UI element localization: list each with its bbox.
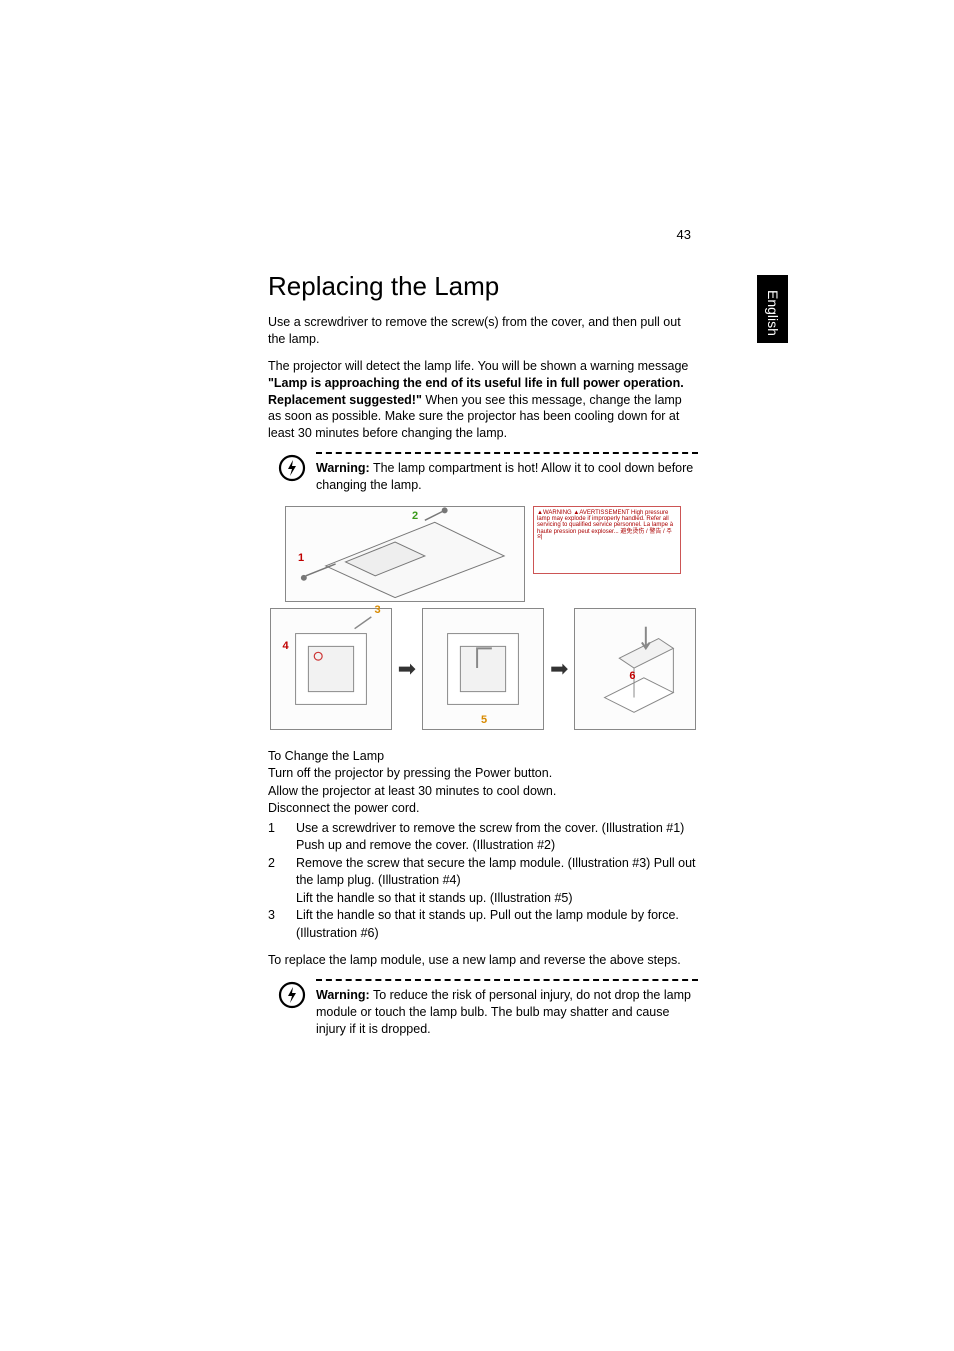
- change-pre-1: Turn off the projector by pressing the P…: [268, 765, 698, 783]
- change-pre-3: Disconnect the power cord.: [268, 800, 698, 818]
- warning1-body: Warning: The lamp compartment is hot! Al…: [316, 452, 698, 494]
- info-lightning-icon: [278, 454, 306, 482]
- list-item: 3 Lift the handle so that it stands up. …: [268, 907, 698, 942]
- arrow-right-icon: ➡: [548, 656, 570, 682]
- note-icon: [268, 452, 316, 482]
- warning2-body: Warning: To reduce the risk of personal …: [316, 979, 698, 1038]
- change-lamp-block: To Change the Lamp Turn off the projecto…: [268, 748, 698, 943]
- step-text: Remove the screw that secure the lamp mo…: [296, 855, 698, 908]
- warning1-text: The lamp compartment is hot! Allow it to…: [316, 461, 693, 492]
- page-content: Replacing the Lamp Use a screwdriver to …: [268, 271, 698, 1046]
- warning-label-panel: ▲WARNING ▲AVERTISSEMENT High pressure la…: [533, 506, 681, 574]
- illus-label-3: 3: [371, 603, 385, 617]
- lamp-module-b-svg: [423, 608, 543, 730]
- info-lightning-icon: [278, 981, 306, 1009]
- step-text: Lift the handle so that it stands up. Pu…: [296, 907, 698, 942]
- detect-pre: The projector will detect the lamp life.…: [268, 359, 688, 373]
- warning-block-1: Warning: The lamp compartment is hot! Al…: [268, 452, 698, 494]
- arrow-right-icon: ➡: [396, 656, 418, 682]
- lamp-module-a-svg: [271, 608, 391, 730]
- illus-label-1: 1: [294, 551, 308, 565]
- warning-block-2: Warning: To reduce the risk of personal …: [268, 979, 698, 1038]
- projector-svg: [286, 506, 524, 602]
- illus-label-2: 2: [408, 509, 422, 523]
- intro-paragraph: Use a screwdriver to remove the screw(s)…: [268, 314, 698, 348]
- illus-label-6: 6: [625, 669, 639, 683]
- illustration-step-c: 6: [574, 608, 696, 730]
- warning2-text: To reduce the risk of personal injury, d…: [316, 988, 691, 1036]
- steps-list: 1 Use a screwdriver to remove the screw …: [268, 820, 698, 943]
- step-number: 2: [268, 855, 296, 908]
- step-text: Use a screwdriver to remove the screw fr…: [296, 820, 698, 855]
- replace-paragraph: To replace the lamp module, use a new la…: [268, 952, 698, 969]
- step-number: 1: [268, 820, 296, 855]
- illustration-step-a: 3 4: [270, 608, 392, 730]
- illustration-projector-top: 1 2: [285, 506, 525, 602]
- divider-dashed: [316, 979, 698, 981]
- page-title: Replacing the Lamp: [268, 271, 698, 302]
- step-number: 3: [268, 907, 296, 942]
- illustration-block: 1 2 ▲WARNING ▲AVERTISSEMENT High pressur…: [268, 506, 698, 730]
- detect-paragraph: The projector will detect the lamp life.…: [268, 358, 698, 442]
- illus-label-4: 4: [279, 639, 293, 653]
- warning2-label: Warning:: [316, 988, 370, 1002]
- illus-label-5: 5: [477, 713, 491, 727]
- language-tab: English: [757, 275, 788, 343]
- change-pre-2: Allow the projector at least 30 minutes …: [268, 783, 698, 801]
- illustration-step-b: 5: [422, 608, 544, 730]
- divider-dashed: [316, 452, 698, 454]
- list-item: 1 Use a screwdriver to remove the screw …: [268, 820, 698, 855]
- note-icon: [268, 979, 316, 1009]
- warning1-label: Warning:: [316, 461, 370, 475]
- change-lamp-title: To Change the Lamp: [268, 748, 698, 766]
- list-item: 2 Remove the screw that secure the lamp …: [268, 855, 698, 908]
- page-number: 43: [677, 227, 691, 242]
